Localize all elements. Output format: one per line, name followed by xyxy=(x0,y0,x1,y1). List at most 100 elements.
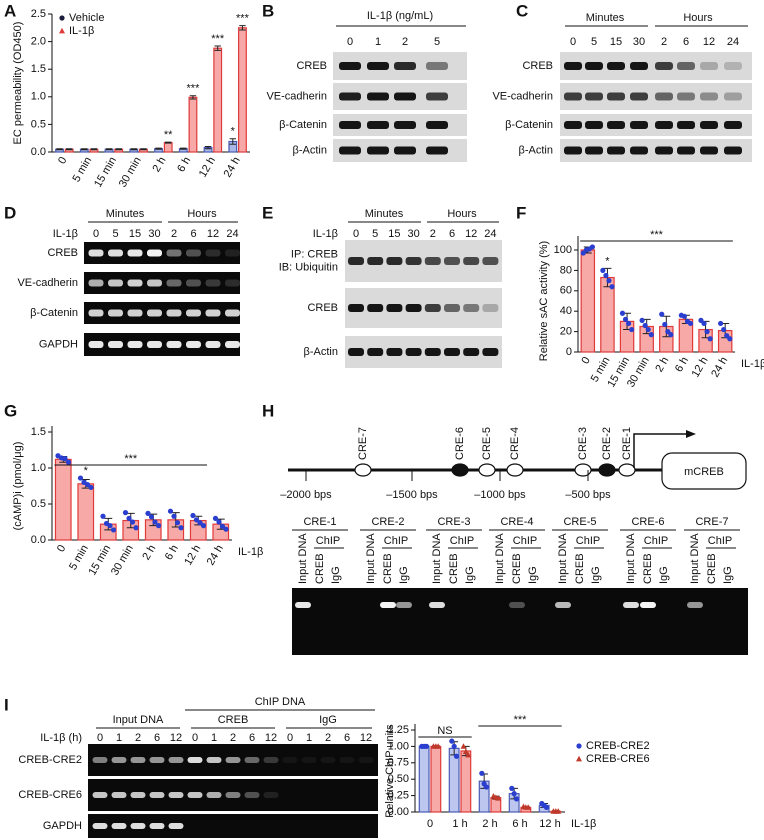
point-marker xyxy=(648,332,654,338)
error-bar xyxy=(115,148,122,151)
point-marker xyxy=(576,743,582,749)
panel-letter: A xyxy=(4,1,16,20)
lane-label: 6 xyxy=(683,36,689,48)
point-marker xyxy=(449,738,455,744)
lane-label: 2 xyxy=(402,36,408,48)
y-tick-label: 1.25 xyxy=(388,724,409,736)
point-marker xyxy=(129,519,136,525)
band xyxy=(655,62,673,70)
legend-label: CREB-CRE2 xyxy=(586,740,650,752)
band xyxy=(463,304,480,312)
y-tick-label: 80 xyxy=(560,264,572,276)
band xyxy=(348,348,364,356)
band xyxy=(424,304,441,312)
cre-label: CRE-4 xyxy=(509,427,521,460)
band xyxy=(282,757,298,763)
band xyxy=(405,257,422,265)
x-tick-label: 12 h xyxy=(539,818,560,830)
cre-element xyxy=(574,463,592,477)
band xyxy=(88,341,104,348)
lane-label: CREB xyxy=(382,553,394,584)
band xyxy=(394,92,416,101)
x-axis-label: IL-1β xyxy=(571,818,596,830)
band xyxy=(225,249,240,257)
point-marker xyxy=(625,320,632,327)
band xyxy=(339,92,361,101)
scale-label: –1000 bps xyxy=(474,489,526,501)
band xyxy=(108,309,123,317)
panel-letter: B xyxy=(262,1,274,20)
band xyxy=(367,348,384,356)
x-tick-label: 24 h xyxy=(709,355,730,380)
lane-label: IgG xyxy=(722,566,734,584)
y-tick-label: 0.75 xyxy=(388,757,409,769)
point-marker xyxy=(110,527,117,533)
point-marker xyxy=(451,743,457,750)
band xyxy=(380,602,396,608)
point-marker xyxy=(197,520,203,526)
band xyxy=(585,92,603,101)
x-tick-label: 2 h xyxy=(150,155,168,174)
band xyxy=(168,823,184,829)
band xyxy=(225,792,241,798)
cre-element xyxy=(618,463,636,477)
band xyxy=(149,757,165,763)
point-marker xyxy=(511,791,517,797)
panel-letter: F xyxy=(516,203,526,222)
band xyxy=(205,341,221,348)
band xyxy=(149,792,165,798)
band xyxy=(463,257,480,265)
lane-label: CREB xyxy=(642,553,654,584)
x-tick-label: 2 h xyxy=(140,543,158,562)
y-tick-label: 0.0 xyxy=(31,534,46,546)
band xyxy=(339,62,361,70)
band xyxy=(724,121,742,129)
error-bar xyxy=(56,148,63,151)
header-label: IL-1β (ng/mL) xyxy=(367,10,433,22)
bar xyxy=(188,96,198,153)
point-marker xyxy=(178,525,184,531)
lane-label: 6 xyxy=(344,732,350,744)
band xyxy=(358,757,374,763)
gel xyxy=(292,588,748,655)
band xyxy=(509,602,525,608)
treatment-label: IL-1β xyxy=(313,228,338,240)
x-tick-label: 6 h xyxy=(175,155,193,174)
band xyxy=(700,92,718,101)
x-tick-label: 2 h xyxy=(653,355,671,374)
point-marker xyxy=(460,743,467,749)
point-marker xyxy=(200,523,207,529)
lane-label: 12 xyxy=(360,732,372,744)
group-label: IgG xyxy=(319,714,337,726)
y-tick-label: 0.25 xyxy=(388,790,409,802)
point-marker xyxy=(701,320,707,327)
band xyxy=(700,146,718,155)
chip-label: ChIP xyxy=(384,535,408,547)
lane-label: Input DNA xyxy=(625,533,637,584)
error-bar xyxy=(81,148,88,151)
chip-label: ChIP xyxy=(450,535,474,547)
band xyxy=(92,823,108,829)
lane-label: 2 xyxy=(325,732,331,744)
band xyxy=(263,757,279,763)
band xyxy=(186,279,201,287)
lane-label: IgG xyxy=(464,566,476,584)
legend-label: IL-1β xyxy=(69,25,94,37)
band xyxy=(130,823,146,829)
band xyxy=(166,309,182,317)
lane-label: Input DNA xyxy=(689,533,701,584)
x-axis-label: IL-1β xyxy=(238,546,263,558)
band xyxy=(687,602,703,608)
group-label: Minutes xyxy=(106,208,145,220)
band xyxy=(564,62,582,70)
row-label: β-Actin xyxy=(519,144,553,156)
y-tick-label: 40 xyxy=(560,305,572,317)
arrow-head xyxy=(686,430,696,438)
cre-label: CRE-3 xyxy=(577,427,589,460)
lane-label: 24 xyxy=(727,36,739,48)
band xyxy=(88,249,104,257)
point-marker xyxy=(687,320,694,327)
band xyxy=(724,62,742,70)
point-marker xyxy=(88,484,94,491)
band xyxy=(147,341,162,348)
